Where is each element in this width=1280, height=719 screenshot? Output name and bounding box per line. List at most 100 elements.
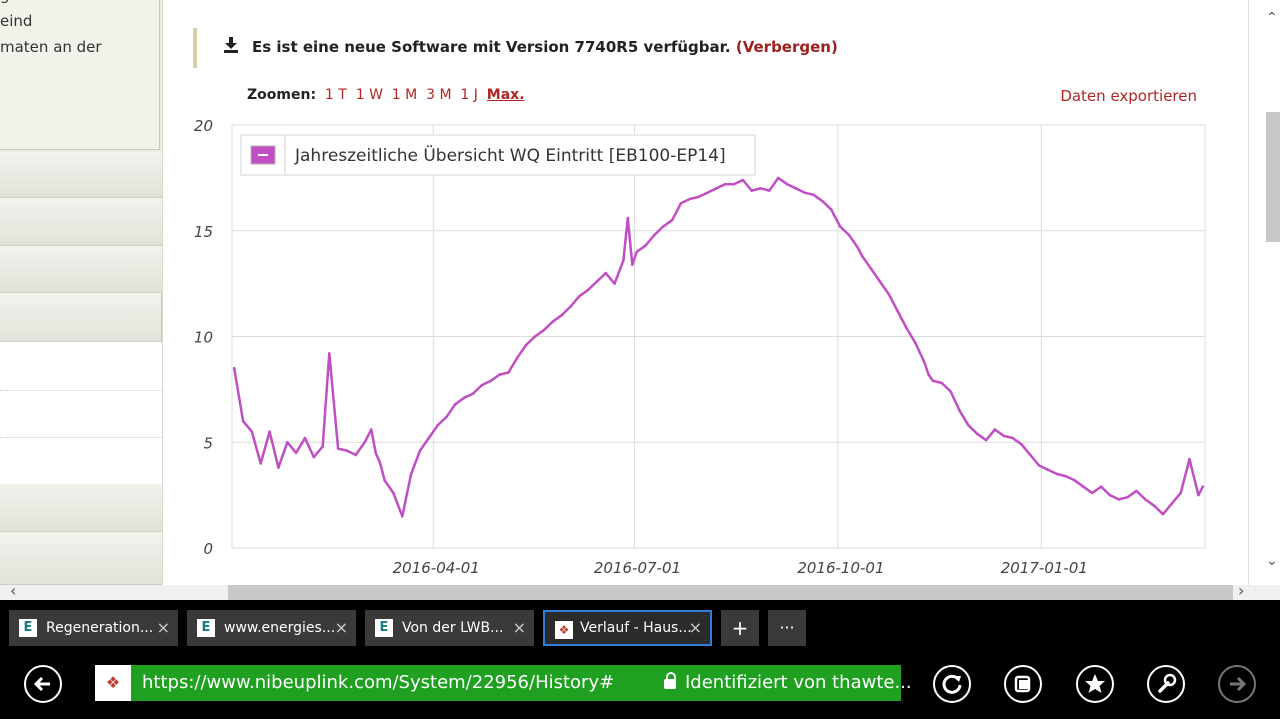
data-point bbox=[860, 254, 864, 258]
new-tab-button[interactable]: + bbox=[721, 610, 759, 646]
browser-tab[interactable]: E Regeneration... × bbox=[9, 610, 178, 646]
favorite-button[interactable] bbox=[1076, 665, 1114, 703]
browser-tab[interactable]: E www.energies... × bbox=[187, 610, 356, 646]
sidebar: g eind maten an der bbox=[0, 0, 163, 585]
sidebar-menu-item[interactable] bbox=[0, 152, 162, 198]
close-tab-icon[interactable]: × bbox=[156, 618, 170, 637]
data-point bbox=[241, 419, 245, 423]
data-point bbox=[838, 225, 842, 228]
data-point bbox=[644, 244, 647, 247]
data-point bbox=[383, 479, 386, 482]
zoom-option-1y[interactable]: 1 J bbox=[460, 87, 478, 103]
data-point bbox=[697, 195, 700, 199]
legend-box bbox=[240, 134, 756, 176]
data-point bbox=[741, 178, 745, 182]
sidebar-menu-item[interactable] bbox=[0, 246, 162, 293]
url-field[interactable]: ❖ https://www.nibeuplink.com/System/2295… bbox=[95, 665, 912, 701]
data-point bbox=[285, 440, 289, 444]
close-tab-icon[interactable]: × bbox=[688, 618, 702, 637]
minus-icon bbox=[258, 154, 268, 156]
data-point bbox=[984, 438, 988, 442]
sidebar-menu-item[interactable] bbox=[0, 484, 162, 532]
data-point bbox=[1188, 457, 1191, 461]
browser-address-bar: ❖ https://www.nibeuplink.com/System/2295… bbox=[0, 655, 1280, 719]
data-point bbox=[768, 189, 771, 192]
favorite-icon bbox=[1085, 674, 1105, 693]
data-point bbox=[661, 225, 665, 228]
tools-icon bbox=[1158, 673, 1177, 693]
tab-title: www.energies... bbox=[224, 620, 336, 636]
data-point bbox=[1197, 493, 1200, 497]
site-identity-icon[interactable]: ❖ bbox=[95, 665, 131, 701]
download-icon bbox=[224, 37, 238, 53]
scroll-up-icon[interactable]: ⌃ bbox=[1266, 10, 1278, 26]
data-point bbox=[922, 360, 926, 364]
browser-tab-active[interactable]: ❖ Verlauf - Haus... × bbox=[543, 610, 712, 646]
data-point bbox=[896, 309, 899, 313]
data-point bbox=[328, 352, 331, 355]
data-point bbox=[613, 282, 616, 285]
data-point bbox=[847, 233, 851, 237]
data-point bbox=[515, 356, 519, 359]
hide-notice-link[interactable]: (Verbergen) bbox=[735, 38, 838, 56]
data-point bbox=[551, 320, 554, 323]
data-point bbox=[706, 191, 709, 194]
data-point bbox=[732, 182, 736, 186]
scroll-right-icon[interactable]: › bbox=[1238, 581, 1245, 600]
data-point bbox=[1135, 489, 1138, 493]
back-button[interactable] bbox=[24, 665, 62, 703]
data-point bbox=[887, 292, 891, 296]
tab-overflow-button[interactable]: ··· bbox=[768, 610, 806, 646]
sidebar-menu-item[interactable] bbox=[0, 198, 162, 246]
browser-tab[interactable]: E Von der LWB... × bbox=[365, 610, 534, 646]
data-point bbox=[374, 451, 378, 455]
data-point bbox=[604, 271, 608, 275]
zoom-option-1m[interactable]: 1 M bbox=[391, 87, 418, 103]
data-point bbox=[1161, 512, 1165, 516]
data-point bbox=[303, 436, 307, 440]
export-data-link[interactable]: Daten exportieren bbox=[1060, 87, 1197, 105]
refresh-button[interactable] bbox=[933, 665, 971, 703]
zoom-option-max[interactable]: Max. bbox=[486, 87, 525, 103]
close-tab-icon[interactable]: × bbox=[334, 618, 348, 637]
horizontal-scrollbar[interactable] bbox=[0, 585, 1280, 600]
legend-label[interactable]: Jahreszeitliche Übersicht WQ Eintritt [E… bbox=[294, 144, 726, 166]
horizontal-scroll-thumb[interactable] bbox=[228, 585, 1233, 600]
tools-button[interactable] bbox=[1147, 665, 1185, 703]
data-point bbox=[336, 447, 340, 450]
data-point bbox=[1108, 493, 1112, 497]
data-point bbox=[1002, 434, 1006, 438]
sidebar-text-line: g bbox=[0, 0, 159, 8]
lock-icon bbox=[664, 672, 676, 689]
vertical-scroll-thumb[interactable] bbox=[1266, 112, 1280, 242]
data-point bbox=[259, 462, 263, 465]
scroll-down-icon[interactable]: ⌄ bbox=[1266, 553, 1278, 569]
data-point bbox=[714, 187, 718, 190]
site-e-icon: E bbox=[197, 619, 215, 637]
data-point bbox=[1011, 436, 1014, 440]
vertical-scrollbar[interactable] bbox=[1248, 0, 1280, 585]
certificate-info[interactable]: Identifiziert von thawte... bbox=[660, 665, 912, 701]
data-point bbox=[436, 424, 439, 427]
zoom-controls: Zoomen: 1 T 1 W 1 M 3 M 1 J Max. bbox=[247, 87, 525, 103]
scroll-left-icon[interactable]: ‹ bbox=[10, 581, 17, 600]
data-point bbox=[489, 379, 493, 383]
data-point bbox=[427, 436, 431, 440]
forward-button[interactable] bbox=[1218, 665, 1256, 703]
zoom-option-1w[interactable]: 1 W bbox=[355, 87, 383, 103]
data-point bbox=[232, 366, 236, 370]
data-point bbox=[498, 373, 501, 376]
zoom-option-1d[interactable]: 1 T bbox=[324, 87, 347, 103]
data-point bbox=[471, 392, 475, 395]
sidebar-menu-item[interactable] bbox=[0, 532, 162, 585]
tabs-button[interactable] bbox=[1004, 665, 1042, 703]
close-tab-icon[interactable]: × bbox=[512, 618, 526, 637]
y-tick-label: 5 bbox=[203, 434, 213, 452]
sidebar-menu-item[interactable] bbox=[0, 293, 162, 342]
zoom-option-3m[interactable]: 3 M bbox=[426, 87, 452, 103]
data-point bbox=[1082, 485, 1085, 488]
data-point bbox=[1064, 474, 1067, 478]
data-point bbox=[524, 343, 528, 347]
data-point bbox=[635, 250, 638, 254]
data-point bbox=[321, 445, 324, 448]
